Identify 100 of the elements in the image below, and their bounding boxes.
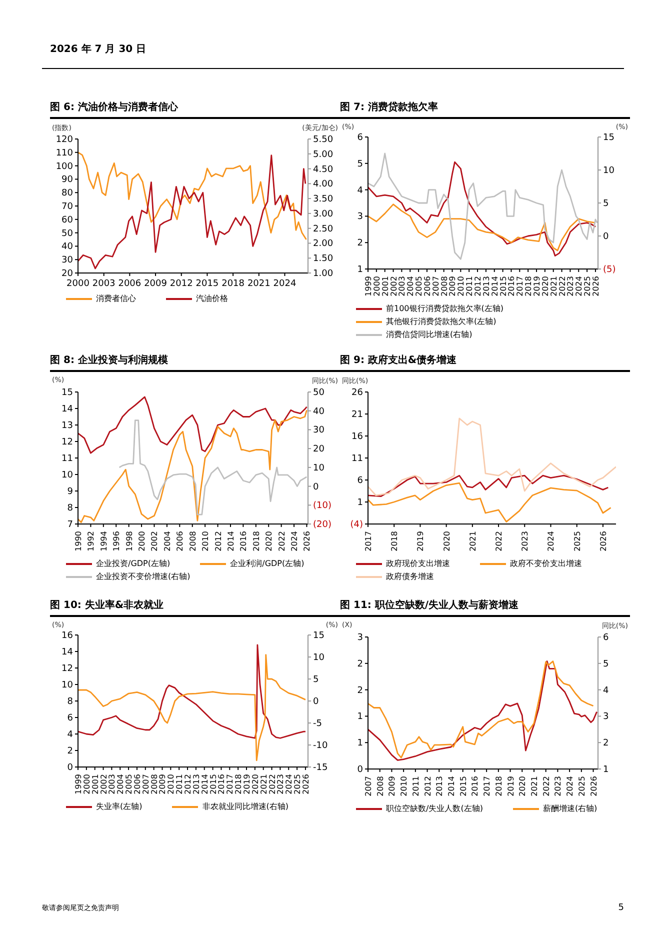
- legend-label: 企业投资不变价增速(右轴): [96, 571, 190, 582]
- x-tick-label: 2004: [116, 774, 126, 794]
- x-tick-label: 2025: [572, 531, 582, 552]
- x-tick-label: 2016: [217, 774, 226, 794]
- y-tick-label: 50: [62, 228, 74, 239]
- x-tick-label: 2010: [456, 276, 466, 296]
- x-tick-label: 2024: [546, 531, 556, 552]
- y2-tick-label: 4: [603, 686, 609, 696]
- y2-tick-label: 10: [313, 653, 325, 663]
- x-tick-label: 2023: [554, 776, 563, 796]
- y2-tick-label: 0: [313, 482, 319, 492]
- x-tick-label: 2019: [532, 276, 542, 296]
- y2-tick-label: 2.00: [313, 239, 334, 250]
- legend-label: 政府债务增速: [386, 571, 434, 582]
- y-tick-label: 26: [352, 388, 364, 398]
- x-tick-label: 2026: [589, 776, 598, 796]
- x-tick-label: 2021: [247, 279, 270, 289]
- x-tick-label: 2018: [390, 531, 400, 552]
- x-tick-label: 2007: [364, 776, 373, 796]
- x-tick-label: 2024: [574, 276, 584, 296]
- x-tick-label: 2016: [470, 776, 480, 796]
- y-tick-label: 13: [62, 421, 73, 431]
- x-tick-label: 1994: [99, 531, 108, 552]
- legend-label: 政府现价支出增速: [386, 558, 450, 569]
- legend-label: 消费者信心: [96, 293, 136, 304]
- y-tick-label: 1: [357, 265, 363, 275]
- y-tick-label: 8: [67, 697, 74, 707]
- y2-tick-label: 5: [313, 675, 319, 685]
- y2-tick-label: 5: [603, 659, 609, 670]
- y2-tick-label: 0: [313, 697, 319, 707]
- x-tick-label: 2018: [524, 276, 534, 296]
- y-tick-label: 10: [62, 470, 74, 480]
- x-tick-label: 2018: [234, 774, 244, 794]
- x-tick-label: 2009: [158, 774, 168, 794]
- x-tick-label: 2017: [482, 776, 492, 796]
- x-tick-label: 2024: [284, 774, 294, 794]
- x-tick-label: 2008: [150, 774, 159, 794]
- y-tick-label: 7: [67, 520, 73, 530]
- legend-label: 汽油价格: [196, 293, 228, 304]
- x-tick-label: 2014: [446, 776, 456, 796]
- y-tick-label: 6: [67, 714, 74, 724]
- x-tick-label: 2022: [268, 774, 277, 794]
- y-tick-label: 4: [357, 186, 364, 196]
- y-tick-label: 3: [357, 633, 363, 643]
- x-tick-label: 2006: [118, 279, 142, 289]
- y-tick-label: 15: [62, 388, 73, 398]
- y-tick-label: 70: [62, 202, 74, 212]
- x-tick-label: 2006: [132, 774, 142, 794]
- chart-title: 图 7: 消费贷款拖欠率: [340, 100, 630, 119]
- y-tick-label: 20: [62, 269, 74, 279]
- x-tick-label: 2015: [458, 776, 468, 796]
- legend-label: 企业利润/GDP(左轴): [230, 558, 304, 569]
- y-tick-label: 0: [357, 765, 364, 775]
- y-tick-label: 90: [62, 175, 74, 186]
- y2-tick-label: 10: [313, 463, 325, 474]
- y2-tick-label: -15: [313, 763, 328, 773]
- y2-tick-label: 2.50: [313, 224, 334, 234]
- x-tick-label: 2024: [566, 776, 575, 796]
- text: 2026 年 7 月 30 日: [50, 42, 146, 56]
- x-tick-label: 2000: [138, 531, 147, 552]
- y2-tick-label: 20: [313, 444, 325, 455]
- x-tick-label: 2023: [566, 276, 576, 296]
- x-tick-label: 1996: [112, 531, 122, 552]
- y2-tick-label: -10: [313, 741, 328, 751]
- y2-tick-label: 5.50: [313, 135, 334, 145]
- x-tick-label: 2008: [376, 776, 385, 796]
- x-tick-label: 2020: [264, 531, 274, 552]
- legend-label: 企业投资/GDP(左轴): [96, 558, 170, 569]
- x-tick-label: 2002: [150, 531, 160, 552]
- x-tick-label: 2024: [290, 531, 300, 552]
- x-tick-label: 2023: [276, 774, 286, 794]
- x-tick-label: 2003: [92, 279, 116, 289]
- y2-tick-label: (5): [603, 265, 616, 275]
- x-tick-label: 2026: [302, 531, 312, 552]
- x-tick-label: 2023: [520, 531, 530, 552]
- y2-tick-label: 50: [313, 388, 325, 398]
- x-tick-label: 2000: [66, 279, 90, 289]
- y2-tick-label: 4.50: [313, 164, 334, 175]
- x-tick-label: 2006: [422, 276, 432, 296]
- x-tick-label: 2003: [398, 276, 407, 296]
- chart-title: 图 11: 职位空缺数/失业人数与薪资增速: [340, 598, 630, 617]
- x-tick-label: 2025: [293, 774, 302, 794]
- y-tick-label: 60: [62, 215, 74, 226]
- x-tick-label: 2020: [442, 531, 452, 552]
- x-tick-label: 2015: [498, 276, 508, 296]
- y-tick-label: 9: [67, 487, 74, 497]
- y-tick-label: 30: [62, 256, 74, 266]
- x-tick-label: 2014: [490, 276, 500, 296]
- y-tick-label: 80: [62, 188, 74, 199]
- x-tick-label: 2017: [226, 774, 235, 794]
- y-tick-label: 110: [56, 148, 74, 158]
- x-tick-label: 2014: [200, 774, 210, 794]
- y2-tick-label: 30: [313, 426, 325, 436]
- x-tick-label: 2006: [176, 531, 185, 552]
- chart-title: 图 8: 企业投资与利润规模: [50, 353, 340, 372]
- x-tick-label: 2024: [273, 279, 296, 289]
- x-tick-label: 2021: [530, 776, 539, 796]
- x-tick-label: 2019: [416, 531, 426, 552]
- x-tick-label: 2026: [301, 774, 310, 794]
- x-tick-label: 2002: [389, 276, 398, 296]
